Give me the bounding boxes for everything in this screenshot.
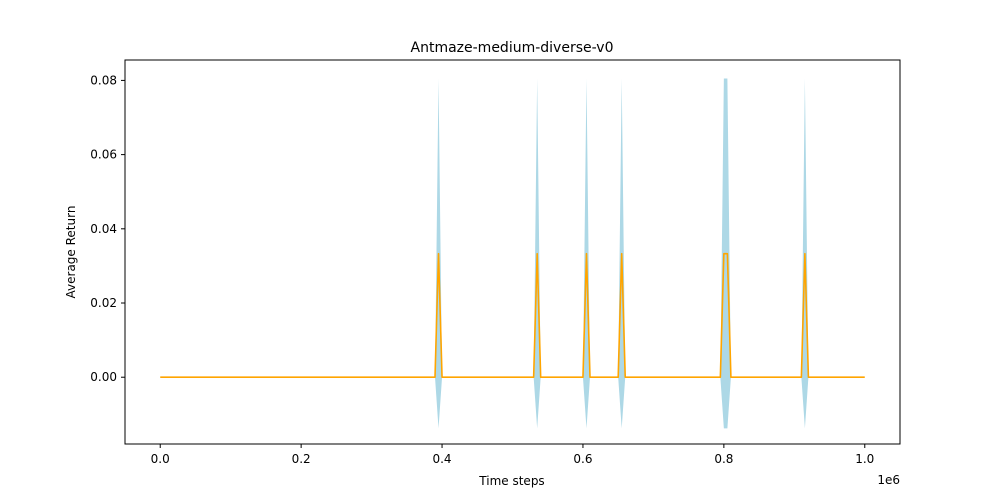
y-tick-label: 0.08 [90, 73, 117, 87]
y-tick-label: 0.04 [90, 222, 117, 236]
plot-area-frame [124, 59, 901, 445]
x-tick-label: 0.8 [714, 452, 733, 466]
series-0-mean-line [160, 252, 865, 379]
x-axis-offset-label: 1e6 [877, 473, 900, 487]
mean-line-layer [160, 252, 865, 379]
x-tick-label: 0.4 [432, 452, 451, 466]
x-tick-label: 0.0 [151, 452, 170, 466]
series-0-confidence-band [160, 78, 865, 429]
x-tick-label: 0.2 [292, 452, 311, 466]
x-tick-label: 0.6 [573, 452, 592, 466]
x-axis-label: Time steps [478, 474, 544, 488]
y-axis: 0.00 0.02 0.04 0.06 0.08 [90, 73, 125, 384]
x-tick-label: 1.0 [855, 452, 874, 466]
y-tick-label: 0.06 [90, 148, 117, 162]
y-tick-label: 0.02 [90, 296, 117, 310]
chart-title: Antmaze-medium-diverse-v0 [411, 40, 614, 56]
y-axis-label: Average Return [64, 206, 78, 299]
confidence-band-layer [160, 78, 865, 429]
x-axis: 0.0 0.2 0.4 0.6 0.8 1.0 [151, 444, 874, 466]
y-tick-label: 0.00 [90, 370, 117, 384]
